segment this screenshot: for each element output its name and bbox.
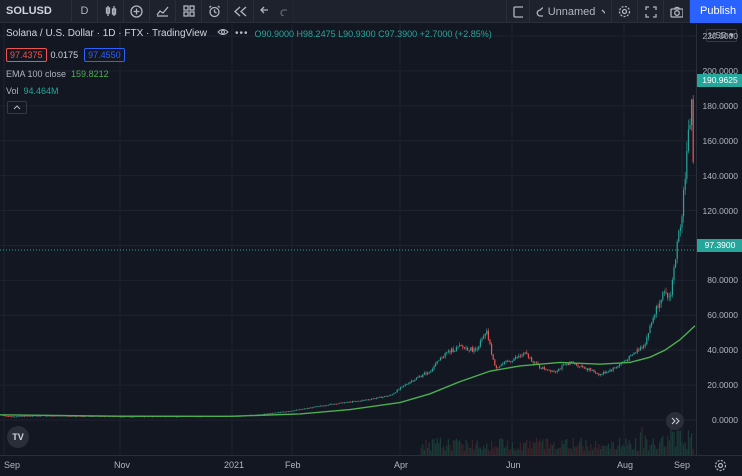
legend-title-row: Solana / U.S. Dollar · 1D · FTX · Tradin… — [6, 28, 492, 39]
time-label: Jun — [506, 460, 521, 470]
vol-label: Vol — [6, 86, 19, 96]
candlestick-series — [1, 95, 694, 418]
top-toolbar: SOLUSD D — [0, 0, 742, 23]
price-tick-label: 120.0000 — [702, 205, 738, 216]
candles-icon[interactable] — [98, 0, 124, 23]
bid-price[interactable]: 97.4375 — [6, 48, 47, 62]
indicators-icon[interactable] — [150, 0, 176, 23]
symbol-title: Solana / U.S. Dollar · 1D · FTX · Tradin… — [6, 28, 207, 39]
tradingview-logo[interactable]: TV — [7, 426, 29, 448]
ema-label: EMA 100 close — [6, 69, 67, 79]
time-label: 2021 — [224, 460, 245, 470]
time-axis[interactable]: Sep Nov 2021 Feb Apr Jun Aug Sep — [0, 455, 742, 476]
undo-icon[interactable] — [254, 0, 274, 23]
volume-legend[interactable]: Vol 94.464M — [6, 86, 59, 96]
eye-icon[interactable] — [217, 28, 229, 39]
add-compare-icon[interactable] — [124, 0, 150, 23]
price-tick-label: 140.0000 — [702, 170, 738, 181]
ohlc-values: O90.9000 H98.2475 L90.9300 C97.3900 +2.7… — [254, 28, 492, 39]
layout-square-icon[interactable] — [506, 0, 530, 23]
price-tick-label: 160.0000 — [702, 135, 738, 146]
scroll-to-realtime-button[interactable] — [666, 412, 684, 430]
price-tick-label: 40.0000 — [707, 345, 738, 356]
replay-icon[interactable] — [228, 0, 254, 23]
price-tick-label: 60.0000 — [707, 310, 738, 321]
price-tick-label: 80.0000 — [707, 275, 738, 286]
fullscreen-icon[interactable] — [638, 0, 664, 23]
ema-legend[interactable]: EMA 100 close 159.8212 — [6, 69, 109, 79]
chevron-down-icon — [601, 9, 605, 13]
price-tick-label: 0.0000 — [712, 415, 738, 425]
double-chevron-right-icon — [671, 417, 680, 425]
layout-name: Unnamed — [547, 5, 596, 18]
redo-icon[interactable] — [274, 0, 294, 23]
chevron-up-icon — [13, 105, 21, 110]
time-label: Sep — [4, 460, 21, 470]
currency-select[interactable]: USD ▾ — [706, 29, 737, 42]
time-label: Aug — [617, 460, 634, 470]
last-price-label: 97.3900 — [697, 239, 742, 252]
settings-gear-icon[interactable] — [612, 0, 638, 23]
time-label: Sep — [674, 460, 691, 470]
bid-ask-row: 97.4375 0.0175 97.4550 — [6, 48, 129, 62]
time-label: Apr — [394, 460, 409, 470]
ask-price[interactable]: 97.4550 — [84, 48, 125, 62]
more-options-icon[interactable]: ••• — [235, 28, 249, 39]
price-chart[interactable] — [0, 24, 696, 455]
price-tick-label: 200.0000 — [702, 65, 738, 76]
currency-label: USD — [709, 30, 727, 40]
time-label: Nov — [114, 460, 131, 470]
price-tick-label: 220.0000 — [702, 31, 738, 41]
price-tick-label: 180.0000 — [702, 100, 738, 111]
chart-settings-gear-icon[interactable] — [714, 459, 727, 476]
price-tick-label: 20.0000 — [707, 380, 738, 391]
alert-clock-icon[interactable] — [202, 0, 228, 23]
templates-icon[interactable] — [176, 0, 202, 23]
snapshot-camera-icon[interactable] — [664, 0, 690, 23]
high-price-label: 190.9625 — [697, 74, 742, 87]
ema-value: 159.8212 — [71, 69, 109, 79]
collapse-legend-button[interactable] — [7, 101, 27, 114]
spread-value: 0.0175 — [50, 50, 79, 60]
ema-100-line — [0, 325, 696, 418]
layout-name-button[interactable]: Unnamed — [530, 0, 612, 23]
chart-pane[interactable]: Solana / U.S. Dollar · 1D · FTX · Tradin… — [0, 24, 696, 455]
interval-button[interactable]: D — [72, 0, 98, 23]
time-label: Feb — [285, 460, 301, 470]
symbol-search[interactable]: SOLUSD — [0, 0, 72, 23]
vol-value: 94.464M — [23, 86, 59, 96]
price-axis[interactable]: USD ▾ 220.0000 200.0000 180.0000 160.0000 14… — [696, 24, 742, 455]
cloud-icon — [536, 7, 543, 17]
publish-button[interactable]: Publish — [690, 0, 742, 23]
